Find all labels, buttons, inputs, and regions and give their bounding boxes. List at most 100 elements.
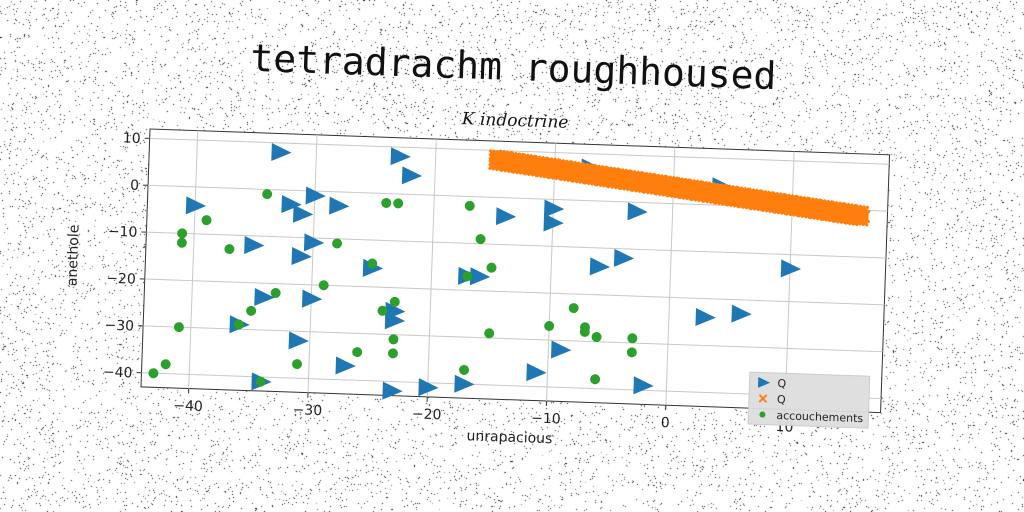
- data-point: [381, 197, 392, 208]
- y-axis-label: anethole: [64, 224, 82, 286]
- data-point: [464, 200, 475, 211]
- data-point: [780, 259, 802, 278]
- data-point: [388, 334, 399, 345]
- chart-subtitle: K indoctrine: [461, 109, 569, 133]
- y-grid-line: [144, 278, 885, 306]
- data-point: [177, 228, 188, 239]
- data-point: [393, 198, 404, 209]
- legend-marker-stroke: [758, 394, 768, 403]
- data-point: [303, 233, 325, 252]
- x-grid-line: [546, 143, 557, 402]
- data-point: [590, 374, 601, 385]
- legend-marker: [758, 394, 768, 403]
- y-tick-label: 10: [123, 130, 141, 147]
- series-1: [488, 149, 871, 227]
- data-point: [484, 328, 495, 339]
- data-point: [382, 381, 403, 400]
- data-point: [568, 303, 579, 314]
- data-point: [176, 237, 187, 248]
- data-point: [173, 322, 184, 333]
- data-point: [160, 359, 171, 370]
- data-point: [627, 202, 648, 221]
- data-point: [377, 305, 388, 316]
- data-point: [591, 332, 602, 343]
- data-point: [332, 238, 343, 249]
- data-point: [233, 319, 244, 330]
- data-point: [224, 244, 235, 255]
- data-point: [579, 326, 590, 337]
- data-point: [318, 280, 329, 291]
- data-point: [469, 267, 491, 286]
- data-point: [270, 287, 281, 298]
- series-2: [148, 189, 638, 387]
- x-tick-label: −30: [292, 402, 322, 419]
- data-point: [731, 304, 752, 323]
- data-point: [390, 147, 411, 166]
- y-grid-line: [143, 325, 883, 353]
- legend-label: Q: [777, 377, 786, 390]
- data-point: [626, 347, 637, 358]
- data-point: [288, 331, 309, 350]
- data-point: [543, 199, 565, 218]
- data-point: [367, 258, 378, 269]
- y-tick-label: 0: [130, 178, 139, 194]
- x-grid-line: [307, 134, 318, 393]
- data-point: [613, 248, 635, 267]
- x-grid-line: [426, 138, 437, 397]
- data-point: [291, 246, 312, 265]
- data-point: [475, 234, 486, 245]
- y-tick-label: −10: [108, 224, 138, 241]
- legend-label: Q: [777, 393, 786, 406]
- data-point: [627, 333, 638, 344]
- y-tick-label: −30: [104, 318, 134, 335]
- data-point: [633, 376, 654, 395]
- data-point-stroke: [855, 205, 869, 219]
- data-marks: [148, 143, 871, 400]
- chart-title: tetradrachm roughhoused: [250, 36, 777, 98]
- data-point: [254, 287, 275, 306]
- legend-marker: [759, 411, 766, 418]
- data-point: [292, 359, 303, 370]
- data-point: [305, 186, 326, 205]
- legend-box: [747, 371, 871, 429]
- legend-marker: [757, 376, 771, 388]
- x-tick-label: −10: [531, 410, 561, 427]
- data-point: [589, 257, 611, 276]
- legend-label: accouchements: [776, 409, 863, 425]
- y-grid-line: [146, 231, 886, 259]
- data-point: [384, 311, 406, 330]
- data-point: [352, 347, 363, 358]
- data-point: [462, 271, 473, 282]
- data-point: [387, 348, 398, 359]
- data-point: [550, 340, 572, 359]
- y-tick-label: −40: [103, 364, 133, 381]
- data-point: [148, 368, 159, 379]
- data-point: [389, 296, 400, 307]
- data-point: [543, 213, 564, 232]
- y-grid-line: [149, 137, 890, 165]
- data-point: [856, 209, 871, 224]
- data-point: [246, 305, 257, 316]
- y-tick-label: −20: [106, 271, 136, 288]
- data-point-stroke: [856, 209, 871, 223]
- data-point: [244, 235, 265, 254]
- data-point: [201, 215, 212, 226]
- x-grid-line: [188, 130, 199, 389]
- data-point: [454, 374, 475, 393]
- data-point: [262, 189, 273, 200]
- data-point: [292, 204, 314, 223]
- data-point: [544, 320, 555, 331]
- data-point: [695, 308, 716, 327]
- x-axis-label: unrapacious: [466, 428, 552, 447]
- data-point: [486, 262, 497, 273]
- data-point: [401, 166, 423, 185]
- x-tick-label: −20: [412, 406, 442, 423]
- x-tick-label: 0: [660, 415, 669, 431]
- data-point: [495, 207, 517, 226]
- data-point: [526, 363, 547, 382]
- data-point: [281, 195, 302, 213]
